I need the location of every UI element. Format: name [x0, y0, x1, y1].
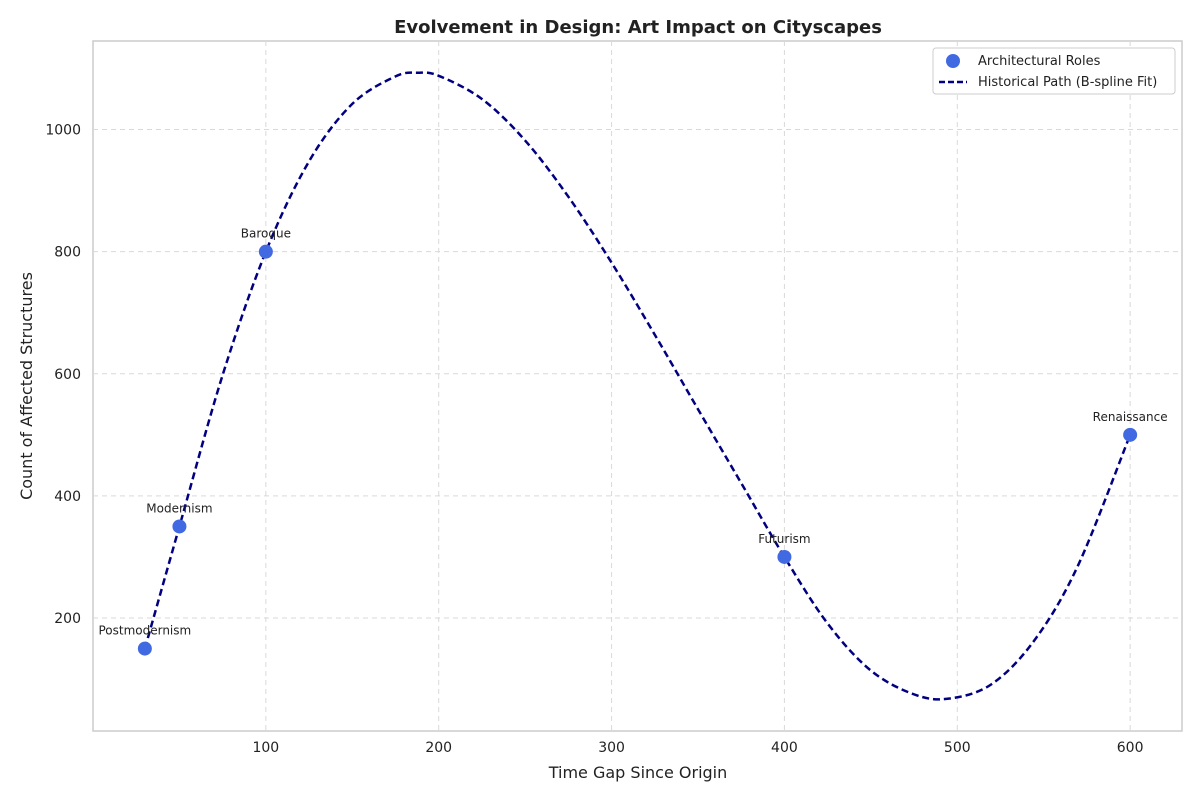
point-labels: Postmodernism Modernism Baroque Futurism Ren… — [98, 227, 1167, 638]
y-tick-label: 200 — [54, 611, 81, 627]
x-axis-label: Time Gap Since Origin — [548, 763, 728, 782]
legend-entry-scatter: Architectural Roles — [978, 54, 1101, 69]
x-tick-label: 600 — [1117, 740, 1144, 756]
plot-area — [92, 40, 1183, 732]
x-tick-label: 100 — [252, 740, 279, 756]
y-tick-label: 400 — [54, 489, 81, 505]
scatter-point-renaissance — [1123, 427, 1138, 442]
x-tick-label: 300 — [598, 740, 625, 756]
grid — [93, 41, 1182, 731]
legend-entry-line: Historical Path (B-spline Fit) — [978, 75, 1157, 90]
legend-box — [932, 47, 1176, 95]
legend-marker-scatter — [946, 54, 960, 68]
chart-title: Evolvement in Design: Art Impact on City… — [394, 17, 882, 38]
point-label-futurism: Futurism — [758, 532, 810, 546]
point-label-renaissance: Renaissance — [1093, 410, 1168, 424]
y-tick-label: 800 — [54, 245, 81, 261]
scatter-point-postmodernism — [137, 641, 152, 656]
scatter-point-modernism — [172, 519, 187, 534]
point-label-postmodernism: Postmodernism — [98, 624, 191, 638]
x-tick-label: 500 — [944, 740, 971, 756]
point-label-baroque: Baroque — [241, 227, 291, 241]
tick-labels: 100 200 300 400 500 600 200 400 600 800 1000 — [45, 123, 1143, 756]
y-tick-label: 1000 — [45, 123, 81, 139]
point-label-modernism: Modernism — [146, 501, 212, 515]
scatter-point-futurism — [777, 549, 792, 564]
y-tick-label: 600 — [54, 367, 81, 383]
x-tick-label: 400 — [771, 740, 798, 756]
x-tick-label: 200 — [425, 740, 452, 756]
series-line-bspline — [143, 71, 1132, 701]
series-layer — [137, 71, 1138, 701]
legend: Architectural Roles Historical Path (B-s… — [932, 47, 1176, 95]
scatter-point-baroque — [258, 244, 273, 259]
y-axis-label: Count of Affected Structures — [17, 272, 36, 500]
